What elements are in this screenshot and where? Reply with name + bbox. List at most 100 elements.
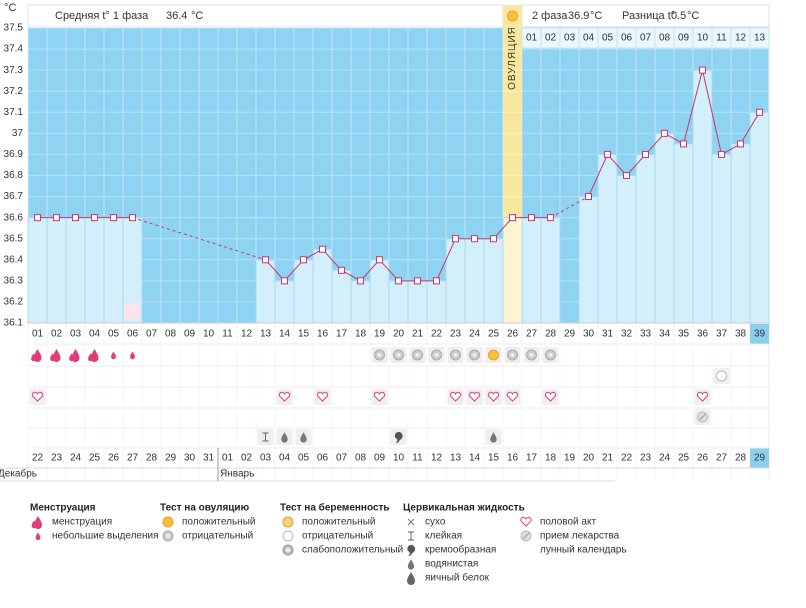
- event-icon: [449, 391, 462, 402]
- date-label: 05: [298, 453, 310, 464]
- post-ovulation-day: 01: [526, 33, 538, 44]
- post-ovulation-day: 04: [583, 33, 595, 44]
- event-icon: [69, 349, 80, 362]
- test-shape: [548, 353, 553, 357]
- day-number: 22: [431, 329, 443, 340]
- date-label: 30: [184, 453, 196, 464]
- legend-label: слабоположительный: [302, 544, 403, 556]
- date-label: 10: [393, 453, 405, 464]
- post-ovulation-day: 07: [640, 33, 652, 44]
- day-number: 12: [241, 329, 253, 340]
- test-shape: [716, 370, 727, 382]
- test-shape: [377, 353, 382, 357]
- bar: [635, 153, 656, 324]
- event-icon: [88, 349, 99, 362]
- event-icon: [412, 349, 423, 361]
- legend-label: прием лекарства: [540, 531, 620, 542]
- icon-cell: [124, 303, 141, 319]
- event-icon: [374, 349, 385, 361]
- y-tick-label: 36.7: [4, 191, 24, 202]
- legend-icon: [520, 530, 532, 542]
- legend-icon: [407, 544, 416, 556]
- date-label: 03: [260, 453, 272, 464]
- date-label: 28: [146, 453, 158, 464]
- event-icon: [316, 391, 329, 402]
- date-label: 26: [697, 453, 709, 464]
- temperature-point: [357, 277, 364, 285]
- bar: [711, 153, 732, 324]
- date-label: 24: [659, 453, 671, 464]
- temperature-point: [53, 214, 60, 222]
- gap-connector: [550, 196, 589, 219]
- legend-title: Тест на беременность: [280, 502, 390, 514]
- day-number: 04: [89, 329, 101, 340]
- test-shape: [453, 353, 458, 357]
- y-tick-label: 37.2: [4, 86, 24, 97]
- day-number: 10: [203, 329, 215, 340]
- temperature-point: [642, 150, 649, 158]
- event-icon: [696, 391, 709, 402]
- event-icon: [526, 349, 537, 361]
- drop-shape: [111, 351, 116, 360]
- date-label: 08: [355, 453, 367, 464]
- event-icon-shape: [699, 413, 706, 421]
- header-text: Разница t°: [622, 10, 675, 22]
- y-tick-label: 36.5: [4, 233, 24, 244]
- date-label: 07: [336, 453, 348, 464]
- day-number: 13: [260, 329, 272, 340]
- day-number: 18: [355, 329, 367, 340]
- header-text: 36.9: [568, 10, 589, 22]
- day-number: 38: [735, 329, 747, 340]
- legend-icon: [520, 516, 532, 527]
- temperature-point: [414, 277, 421, 285]
- post-ovulation-day: 06: [621, 33, 633, 44]
- legend-icon: [408, 531, 414, 541]
- bar: [445, 238, 466, 324]
- day-number: 26: [507, 329, 519, 340]
- bar: [540, 217, 561, 324]
- header-text: 2 фаза: [532, 10, 568, 22]
- legend-icon: [282, 530, 294, 542]
- event-icon-shape: [487, 391, 500, 402]
- legend-title: Менструация: [30, 503, 96, 514]
- day-number: 23: [450, 329, 462, 340]
- legend-icon-shape: [523, 545, 528, 555]
- test-shape: [166, 534, 170, 538]
- date-label: 13: [450, 453, 462, 464]
- y-tick-label: 37.3: [4, 65, 24, 76]
- y-tick-label: 36.3: [4, 275, 24, 286]
- y-tick-label: 37.1: [4, 107, 24, 118]
- test-shape: [282, 530, 294, 542]
- day-number: 19: [374, 329, 386, 340]
- temperature-point: [604, 150, 611, 158]
- test-shape: [282, 516, 294, 528]
- event-icon: [507, 349, 518, 361]
- header-text: °C: [687, 10, 699, 22]
- day-number: 34: [659, 329, 671, 340]
- day-number: 36: [697, 329, 709, 340]
- event-icon: [697, 411, 708, 423]
- event-icon-shape: [316, 391, 329, 402]
- legend-icon: [407, 518, 415, 526]
- temperature-point: [471, 235, 478, 243]
- date-label: 26: [108, 453, 120, 464]
- bar: [654, 132, 675, 324]
- day-number: 32: [621, 329, 633, 340]
- date-label: 25: [89, 453, 101, 464]
- bar: [65, 217, 86, 324]
- bar: [407, 280, 428, 324]
- day-number: 31: [602, 329, 614, 340]
- legend-label: лунный календарь: [540, 545, 627, 556]
- event-icon-shape: [506, 391, 519, 402]
- legend-label: положительный: [182, 517, 255, 528]
- post-ovulation-day: 13: [754, 33, 766, 44]
- legend-icon: [282, 544, 294, 556]
- legend-label: небольшие выделения: [52, 530, 159, 542]
- bar: [502, 217, 523, 324]
- event-icon: [300, 432, 307, 443]
- today-cell: [750, 324, 769, 344]
- day-number: 17: [336, 329, 348, 340]
- test-shape: [162, 516, 174, 528]
- day-number: 16: [317, 329, 329, 340]
